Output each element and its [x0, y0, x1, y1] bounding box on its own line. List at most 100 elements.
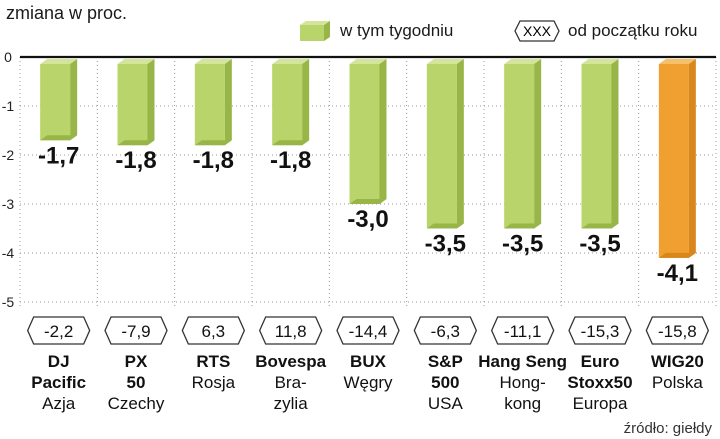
- category-label: Polska: [652, 373, 704, 392]
- bar-side-face: [611, 59, 619, 229]
- data-label: -1,8: [270, 147, 311, 174]
- y-tick-label: -4: [2, 245, 15, 261]
- data-label: -3,5: [579, 231, 620, 258]
- category-label: zylia: [274, 394, 309, 413]
- category-label: Stoxx50: [567, 373, 632, 392]
- bar: [658, 64, 689, 258]
- ytd-badge: [258, 316, 323, 345]
- ytd-badge-value: -7,9: [121, 322, 150, 341]
- category-label: kong: [504, 394, 541, 413]
- category-label: BUX: [350, 352, 387, 371]
- category-label: 50: [127, 373, 146, 392]
- category-label: Azja: [42, 394, 76, 413]
- data-label: -3,0: [347, 206, 388, 233]
- ytd-badge-value: -14,4: [349, 322, 388, 341]
- ytd-badge-value: 6,3: [202, 322, 226, 341]
- bar-top-face: [272, 59, 310, 64]
- data-label: -1,7: [38, 142, 79, 169]
- category-label: Rosja: [192, 373, 236, 392]
- bar: [349, 64, 380, 204]
- bar-side-face: [379, 59, 387, 204]
- category-label: S&P: [428, 352, 463, 371]
- ytd-badge-value: -2,2: [44, 322, 73, 341]
- bar-bottom-face: [272, 140, 310, 146]
- ytd-badge: [645, 316, 710, 345]
- category-label: 500: [431, 373, 459, 392]
- bar-side-face: [688, 59, 696, 258]
- ytd-badge: [568, 316, 632, 345]
- category-label: Czechy: [108, 394, 165, 413]
- bar-bottom-face: [194, 140, 232, 146]
- bar-side-face: [70, 59, 78, 141]
- category-label: USA: [428, 394, 464, 413]
- bar: [117, 64, 148, 146]
- y-tick-label: 0: [4, 49, 12, 65]
- bar-top-face: [658, 59, 696, 64]
- ytd-badge: [413, 316, 478, 345]
- ytd-badge-value: -11,1: [504, 322, 542, 341]
- ytd-badge: [490, 316, 555, 345]
- category-label: Pacific: [31, 373, 86, 392]
- data-label: -3,5: [502, 231, 543, 258]
- bar-top-face: [194, 59, 232, 64]
- category-label: PX: [125, 352, 148, 371]
- bar: [504, 64, 535, 229]
- bar-top-face: [504, 59, 542, 64]
- category-label: Bra-: [275, 373, 307, 392]
- category-label: Hong-: [500, 373, 546, 392]
- ytd-badge-value: -15,8: [658, 322, 697, 341]
- y-tick-label: -1: [2, 98, 15, 114]
- category-label: DJ: [48, 352, 70, 371]
- category-label: RTS: [196, 352, 230, 371]
- bar-bottom-face: [426, 223, 464, 229]
- bar-top-face: [426, 59, 464, 64]
- category-label: WIG20: [651, 352, 704, 371]
- bar-top-face: [349, 59, 387, 64]
- bar-side-face: [224, 59, 232, 146]
- bar-bottom-face: [658, 252, 696, 258]
- y-tick-label: -3: [2, 196, 15, 212]
- legend-week: w tym tygodniu: [298, 20, 453, 42]
- ytd-badge-value: 11,8: [275, 322, 307, 341]
- data-label: -1,8: [193, 147, 234, 174]
- data-label: -3,5: [425, 231, 466, 258]
- bar: [581, 64, 612, 229]
- legend-bar-swatch: [300, 21, 330, 41]
- legend-ytd: XXX od początku roku: [514, 20, 697, 42]
- category-label: Węgry: [343, 373, 393, 392]
- legend-hexagon-badge: XXX: [514, 20, 560, 42]
- bar-side-face: [456, 59, 464, 229]
- category-label: Euro: [581, 352, 620, 371]
- bar-bottom-face: [349, 199, 387, 204]
- bar: [194, 64, 225, 146]
- bar-side-face: [147, 59, 155, 146]
- bar-bottom-face: [581, 223, 619, 229]
- bar-bottom-face: [504, 223, 542, 229]
- bar-top-face: [40, 59, 78, 64]
- bar-top-face: [581, 59, 619, 64]
- bar-top-face: [117, 59, 155, 64]
- ytd-badge-value: -15,3: [581, 322, 620, 341]
- ytd-badge: [26, 316, 91, 345]
- y-tick-label: -5: [2, 294, 15, 310]
- ytd-badge: [104, 316, 168, 345]
- ytd-badge-value: -6,3: [431, 322, 460, 341]
- source-note: źródło: giełdy: [623, 420, 712, 437]
- bar-side-face: [302, 59, 310, 146]
- data-label: -1,8: [115, 147, 156, 174]
- bar-bottom-face: [40, 135, 78, 141]
- y-tick-label: -2: [2, 147, 15, 163]
- ytd-badge: [181, 316, 246, 345]
- bar: [40, 64, 71, 141]
- ytd-badge: [336, 316, 400, 345]
- legend-badge-text: XXX: [523, 23, 552, 39]
- category-label: Bovespa: [255, 352, 326, 371]
- bar: [426, 64, 457, 229]
- bar-side-face: [534, 59, 542, 229]
- legend-ytd-label: od początku roku: [568, 21, 698, 40]
- legend-week-label: w tym tygodniu: [340, 21, 454, 40]
- bar-bottom-face: [117, 140, 155, 146]
- data-label: -4,1: [657, 260, 698, 287]
- category-label: Europa: [573, 394, 628, 413]
